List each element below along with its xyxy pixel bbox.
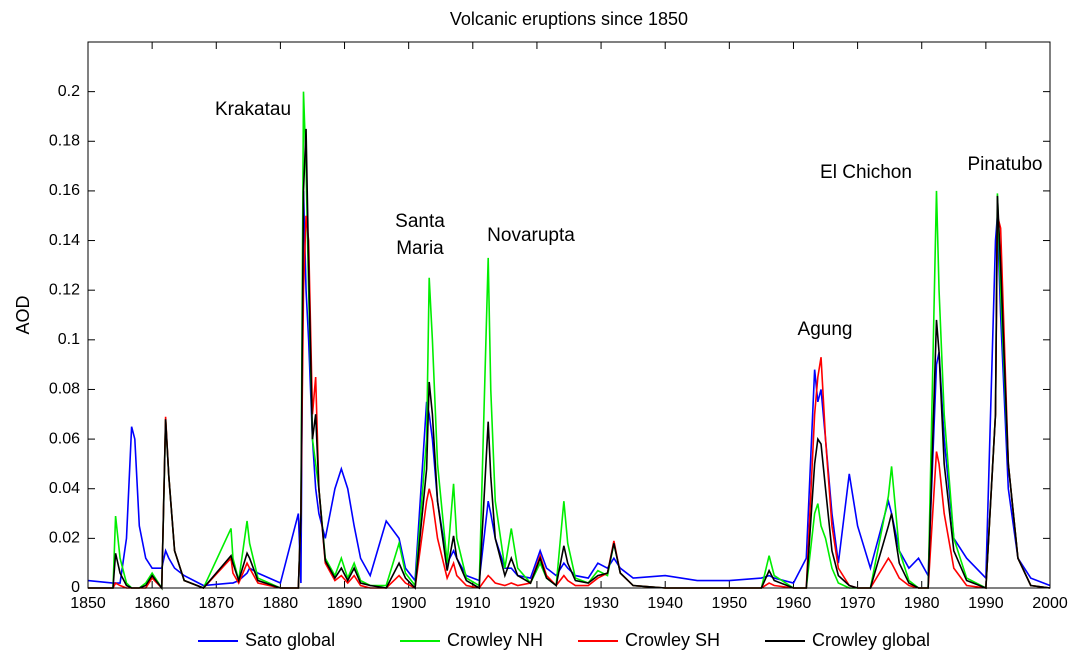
y-tick-label: 0.06	[49, 430, 80, 447]
legend-label: Sato global	[245, 630, 335, 650]
chart-title: Volcanic eruptions since 1850	[450, 9, 688, 29]
x-tick-label: 1900	[391, 595, 427, 612]
series-line	[87, 190, 1051, 587]
x-tick-label: 1950	[712, 595, 748, 612]
y-tick-label: 0.04	[49, 480, 80, 497]
y-tick-label: 0.2	[58, 83, 80, 100]
x-tick-label: 1910	[455, 595, 491, 612]
x-tick-label: 1990	[968, 595, 1004, 612]
x-tick-label: 1870	[198, 595, 234, 612]
legend-label: Crowley SH	[625, 630, 720, 650]
y-tick-label: 0.18	[49, 132, 80, 149]
annotation: Novarupta	[487, 225, 575, 246]
series-line	[88, 215, 1051, 590]
annotation: Santa	[395, 211, 445, 232]
y-axis-label: AOD	[13, 295, 33, 334]
y-tick-label: 0.1	[58, 331, 80, 348]
annotation: Pinatubo	[967, 154, 1042, 175]
x-tick-label: 1960	[776, 595, 812, 612]
y-tick-label: 0.12	[49, 281, 80, 298]
series-line	[88, 128, 1051, 591]
x-tick-label: 1980	[904, 595, 940, 612]
x-tick-label: 1860	[134, 595, 170, 612]
annotation: Agung	[798, 319, 853, 340]
plot-frame	[87, 41, 1051, 589]
annotation: Krakatau	[215, 99, 291, 120]
y-tick-label: 0	[71, 579, 80, 596]
y-tick-label: 0.08	[49, 381, 80, 398]
x-tick-label: 1890	[327, 595, 363, 612]
x-tick-label: 1880	[263, 595, 299, 612]
y-tick-label: 0.16	[49, 182, 80, 199]
x-tick-label: 1970	[840, 595, 876, 612]
x-tick-label: 2000	[1032, 595, 1068, 612]
annotation: El Chichon	[820, 162, 912, 183]
annotation: Maria	[396, 238, 444, 259]
x-tick-label: 1850	[70, 595, 106, 612]
x-tick-label: 1930	[583, 595, 619, 612]
x-tick-label: 1920	[519, 595, 555, 612]
y-tick-label: 0.14	[49, 232, 80, 249]
legend-label: Crowley NH	[447, 630, 543, 650]
legend-label: Crowley global	[812, 630, 930, 650]
x-tick-label: 1940	[647, 595, 683, 612]
y-tick-label: 0.02	[49, 530, 80, 547]
